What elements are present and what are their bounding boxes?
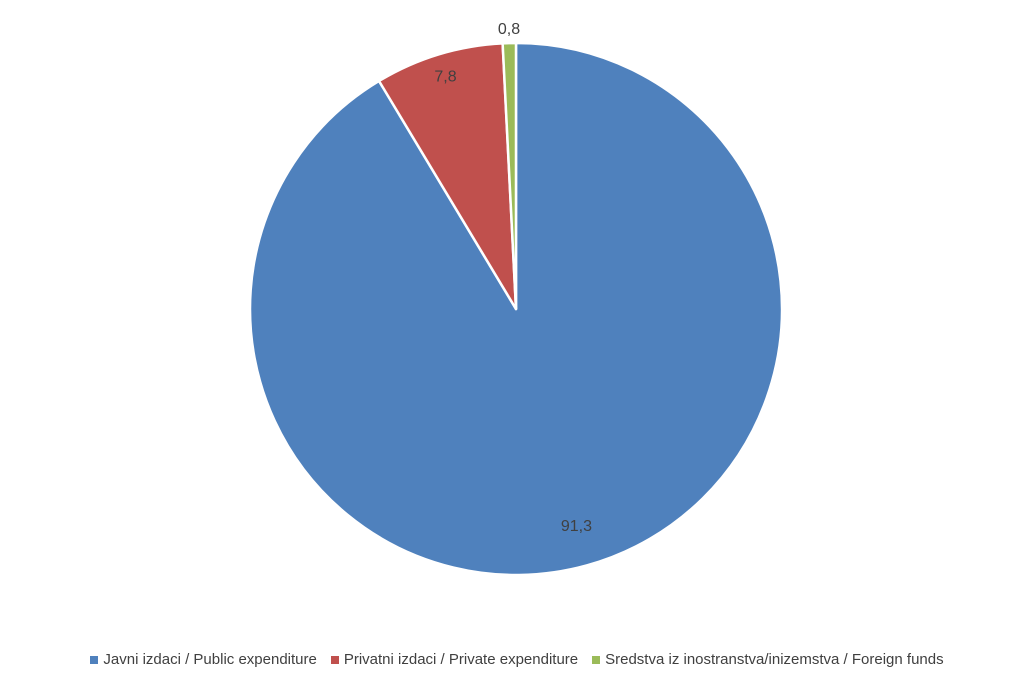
data-label-foreign: 0,8: [498, 21, 520, 38]
pie-slices: [248, 41, 784, 577]
legend-swatch-foreign: [592, 655, 601, 664]
data-label-private: 7,8: [434, 69, 456, 86]
pie-slice-foreign[interactable]: [501, 41, 518, 311]
data-label-public: 91,3: [561, 518, 592, 535]
legend-item-private[interactable]: Privatni izdaci / Private expenditure: [330, 651, 579, 668]
legend-item-public[interactable]: Javni izdaci / Public expenditure: [90, 651, 317, 668]
pie-data-labels: 91,3 7,8 0,8: [434, 21, 592, 535]
legend-label-private: Privatni izdaci / Private expenditure: [343, 651, 579, 668]
legend-swatch-private: [330, 655, 339, 664]
legend-label-public: Javni izdaci / Public expenditure: [103, 651, 317, 668]
legend-swatch-public: [90, 655, 99, 664]
legend-item-foreign[interactable]: Sredstva iz inostranstva/inizemstva / Fo…: [592, 651, 944, 668]
pie-slice-private[interactable]: [377, 42, 518, 311]
legend: Javni izdaci / Public expenditure Privat…: [0, 651, 1034, 668]
legend-label-foreign: Sredstva iz inostranstva/inizemstva / Fo…: [605, 651, 944, 668]
